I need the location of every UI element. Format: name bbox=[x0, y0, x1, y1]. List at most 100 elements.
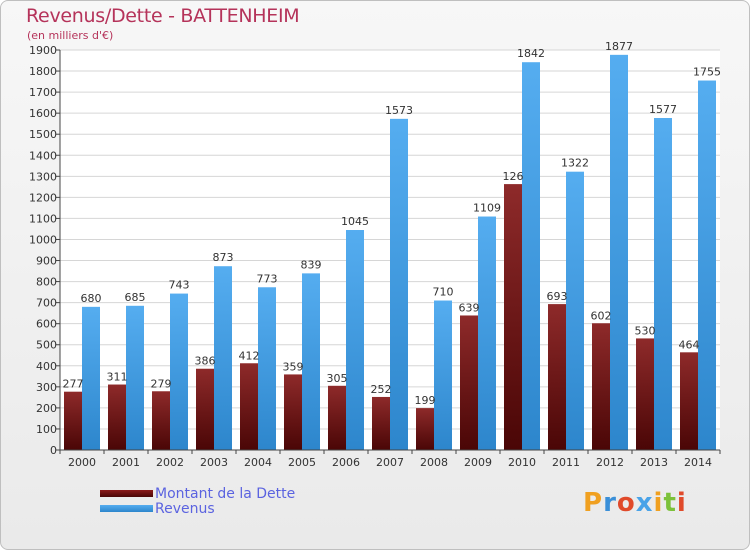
debt-bar bbox=[152, 391, 170, 450]
debt-value-label: 464 bbox=[679, 338, 700, 351]
revenue-value-label: 1322 bbox=[561, 157, 589, 170]
revenue-bar bbox=[478, 216, 496, 450]
revenue-value-label: 1109 bbox=[473, 202, 501, 215]
debt-bar bbox=[504, 184, 522, 450]
revenue-value-label: 685 bbox=[125, 291, 146, 304]
debt-value-label: 639 bbox=[459, 301, 480, 314]
debt-value-label: 279 bbox=[151, 377, 172, 390]
debt-bar bbox=[196, 368, 214, 450]
legend-swatch-revenue bbox=[100, 505, 153, 512]
revenue-value-label: 1842 bbox=[517, 47, 545, 60]
debt-value-label: 305 bbox=[327, 372, 348, 385]
debt-bar bbox=[460, 315, 478, 450]
revenue-value-label: 1045 bbox=[341, 215, 369, 228]
debt-bar bbox=[548, 304, 566, 450]
logo-letter: t bbox=[663, 488, 677, 518]
debt-value-label: 277 bbox=[63, 378, 84, 391]
debt-value-label: 199 bbox=[415, 394, 436, 407]
revenue-value-label: 1577 bbox=[649, 103, 677, 116]
legend-label-revenue: Revenus bbox=[155, 500, 215, 517]
x-tick-label: 2002 bbox=[156, 456, 184, 469]
logo-letter: o bbox=[616, 488, 636, 518]
legend-item-debt: Montant de la Dette bbox=[100, 485, 296, 502]
y-tick-label: 1800 bbox=[29, 65, 57, 78]
legend-label-debt: Montant de la Dette bbox=[155, 485, 296, 502]
revenue-value-label: 680 bbox=[81, 292, 102, 305]
revenue-bar bbox=[698, 80, 716, 451]
revenue-value-label: 873 bbox=[213, 251, 234, 264]
debt-bar bbox=[680, 352, 698, 450]
y-tick-label: 1200 bbox=[29, 191, 57, 204]
revenue-bar bbox=[390, 118, 408, 450]
chart-legend: Montant de la Dette Revenus bbox=[100, 485, 296, 517]
x-tick-label: 2009 bbox=[464, 456, 492, 469]
debt-value-label: 359 bbox=[283, 360, 304, 373]
y-tick-label: 1400 bbox=[29, 149, 57, 162]
revenue-bar bbox=[610, 54, 628, 451]
revenue-bar bbox=[434, 300, 452, 450]
revenue-bar bbox=[654, 118, 672, 450]
y-tick-label: 1700 bbox=[29, 86, 57, 99]
revenue-value-label: 1573 bbox=[385, 104, 413, 117]
y-tick-label: 1500 bbox=[29, 128, 57, 141]
x-tick-label: 2013 bbox=[640, 456, 668, 469]
x-tick-label: 2008 bbox=[420, 456, 448, 469]
debt-value-label: 412 bbox=[239, 349, 260, 362]
y-tick-label: 900 bbox=[36, 255, 57, 268]
y-tick-label: 1100 bbox=[29, 212, 57, 225]
y-tick-label: 1300 bbox=[29, 170, 57, 183]
x-tick-label: 2010 bbox=[508, 456, 536, 469]
debt-bar bbox=[636, 338, 654, 450]
y-tick-label: 400 bbox=[36, 360, 57, 373]
debt-bar bbox=[416, 408, 434, 450]
y-tick-label: 1900 bbox=[29, 44, 57, 57]
y-tick-label: 700 bbox=[36, 297, 57, 310]
revenue-value-label: 773 bbox=[257, 272, 278, 285]
x-tick-label: 2011 bbox=[552, 456, 580, 469]
debt-value-label: 602 bbox=[591, 309, 612, 322]
debt-value-label: 693 bbox=[547, 290, 568, 303]
legend-item-revenue: Revenus bbox=[100, 500, 295, 517]
revenue-value-label: 743 bbox=[169, 279, 190, 292]
debt-bar bbox=[328, 385, 346, 450]
y-tick-label: 1000 bbox=[29, 233, 57, 246]
y-tick-label: 0 bbox=[50, 444, 57, 457]
debt-value-label: 252 bbox=[371, 383, 392, 396]
debt-bar bbox=[64, 391, 82, 450]
logo-letter: i bbox=[676, 488, 687, 518]
debt-value-label: 311 bbox=[107, 371, 128, 384]
y-tick-label: 800 bbox=[36, 276, 57, 289]
revenue-bar bbox=[126, 305, 144, 450]
debt-value-label: 386 bbox=[195, 355, 216, 368]
x-tick-label: 2014 bbox=[684, 456, 712, 469]
logo-letter: r bbox=[603, 488, 617, 518]
revenue-value-label: 710 bbox=[433, 286, 454, 299]
x-tick-label: 2001 bbox=[112, 456, 140, 469]
debt-value-label: 530 bbox=[635, 324, 656, 337]
revenue-bar bbox=[566, 171, 584, 450]
debt-bar bbox=[372, 396, 390, 450]
chart-subtitle: (en milliers d'€) bbox=[27, 29, 114, 42]
chart-title: Revenus/Dette - BATTENHEIM bbox=[26, 5, 300, 27]
logo-letter: x bbox=[635, 488, 654, 518]
revenue-bar bbox=[302, 273, 320, 450]
x-tick-label: 2012 bbox=[596, 456, 624, 469]
proxiti-logo: Proxiti bbox=[583, 488, 687, 518]
revenue-bar bbox=[522, 62, 540, 451]
y-tick-label: 100 bbox=[36, 423, 57, 436]
x-tick-label: 2004 bbox=[244, 456, 272, 469]
debt-value-label: 126 bbox=[503, 170, 524, 183]
y-tick-label: 600 bbox=[36, 318, 57, 331]
logo-letter: P bbox=[583, 488, 604, 518]
x-tick-label: 2000 bbox=[68, 456, 96, 469]
legend-swatch-debt bbox=[100, 490, 153, 497]
revenue-bar bbox=[214, 266, 232, 450]
revenue-bar bbox=[82, 306, 100, 450]
y-tick-label: 300 bbox=[36, 381, 57, 394]
revenue-value-label: 1877 bbox=[605, 40, 633, 53]
revenue-bar bbox=[346, 230, 364, 450]
revenue-value-label: 839 bbox=[301, 258, 322, 271]
revenue-bar bbox=[170, 293, 188, 450]
debt-bar bbox=[592, 323, 610, 450]
